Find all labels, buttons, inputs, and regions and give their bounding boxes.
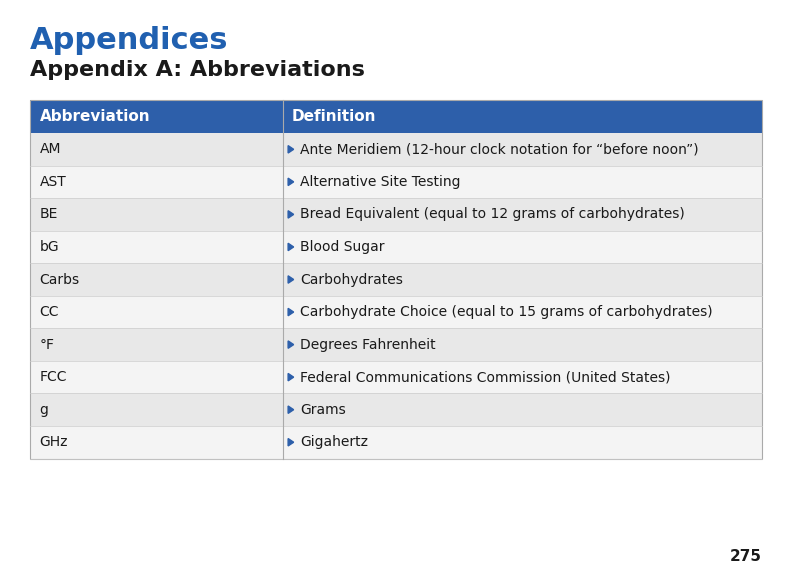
Bar — [30, 296, 762, 328]
Text: Alternative Site Testing: Alternative Site Testing — [300, 175, 460, 189]
Bar — [30, 426, 762, 459]
Bar — [30, 393, 762, 426]
Bar — [30, 100, 762, 133]
Polygon shape — [288, 276, 294, 283]
Text: Appendix A: Abbreviations: Appendix A: Abbreviations — [30, 60, 365, 80]
Text: Gigahertz: Gigahertz — [300, 435, 368, 449]
Polygon shape — [288, 373, 294, 381]
Bar — [30, 133, 762, 166]
Text: Degrees Fahrenheit: Degrees Fahrenheit — [300, 337, 436, 352]
Bar — [30, 198, 762, 231]
Bar — [30, 100, 762, 459]
Polygon shape — [288, 146, 294, 153]
Text: Ante Meridiem (12-hour clock notation for “before noon”): Ante Meridiem (12-hour clock notation fo… — [300, 142, 699, 156]
Text: AST: AST — [40, 175, 67, 189]
Text: Appendices: Appendices — [30, 26, 229, 55]
Text: °F: °F — [40, 337, 55, 352]
Text: Bread Equivalent (equal to 12 grams of carbohydrates): Bread Equivalent (equal to 12 grams of c… — [300, 207, 685, 222]
Polygon shape — [288, 178, 294, 186]
Text: Carbs: Carbs — [40, 272, 80, 287]
Text: CC: CC — [40, 305, 59, 319]
Polygon shape — [288, 243, 294, 251]
Text: Blood Sugar: Blood Sugar — [300, 240, 384, 254]
Polygon shape — [288, 406, 294, 413]
Text: Definition: Definition — [292, 109, 376, 124]
Polygon shape — [288, 308, 294, 316]
Text: Grams: Grams — [300, 403, 346, 417]
Text: FCC: FCC — [40, 370, 67, 384]
Text: g: g — [40, 403, 48, 417]
Bar — [30, 361, 762, 393]
Text: bG: bG — [40, 240, 59, 254]
Text: GHz: GHz — [40, 435, 68, 449]
Text: Federal Communications Commission (United States): Federal Communications Commission (Unite… — [300, 370, 671, 384]
Bar — [30, 166, 762, 198]
Bar — [30, 263, 762, 296]
Text: AM: AM — [40, 142, 61, 156]
Text: Abbreviation: Abbreviation — [40, 109, 150, 124]
Polygon shape — [288, 439, 294, 446]
Polygon shape — [288, 341, 294, 348]
Text: BE: BE — [40, 207, 58, 222]
Text: Carbohydrates: Carbohydrates — [300, 272, 403, 287]
Bar — [30, 328, 762, 361]
Bar — [30, 231, 762, 263]
Text: Carbohydrate Choice (equal to 15 grams of carbohydrates): Carbohydrate Choice (equal to 15 grams o… — [300, 305, 713, 319]
Polygon shape — [288, 211, 294, 218]
Text: 275: 275 — [730, 549, 762, 564]
